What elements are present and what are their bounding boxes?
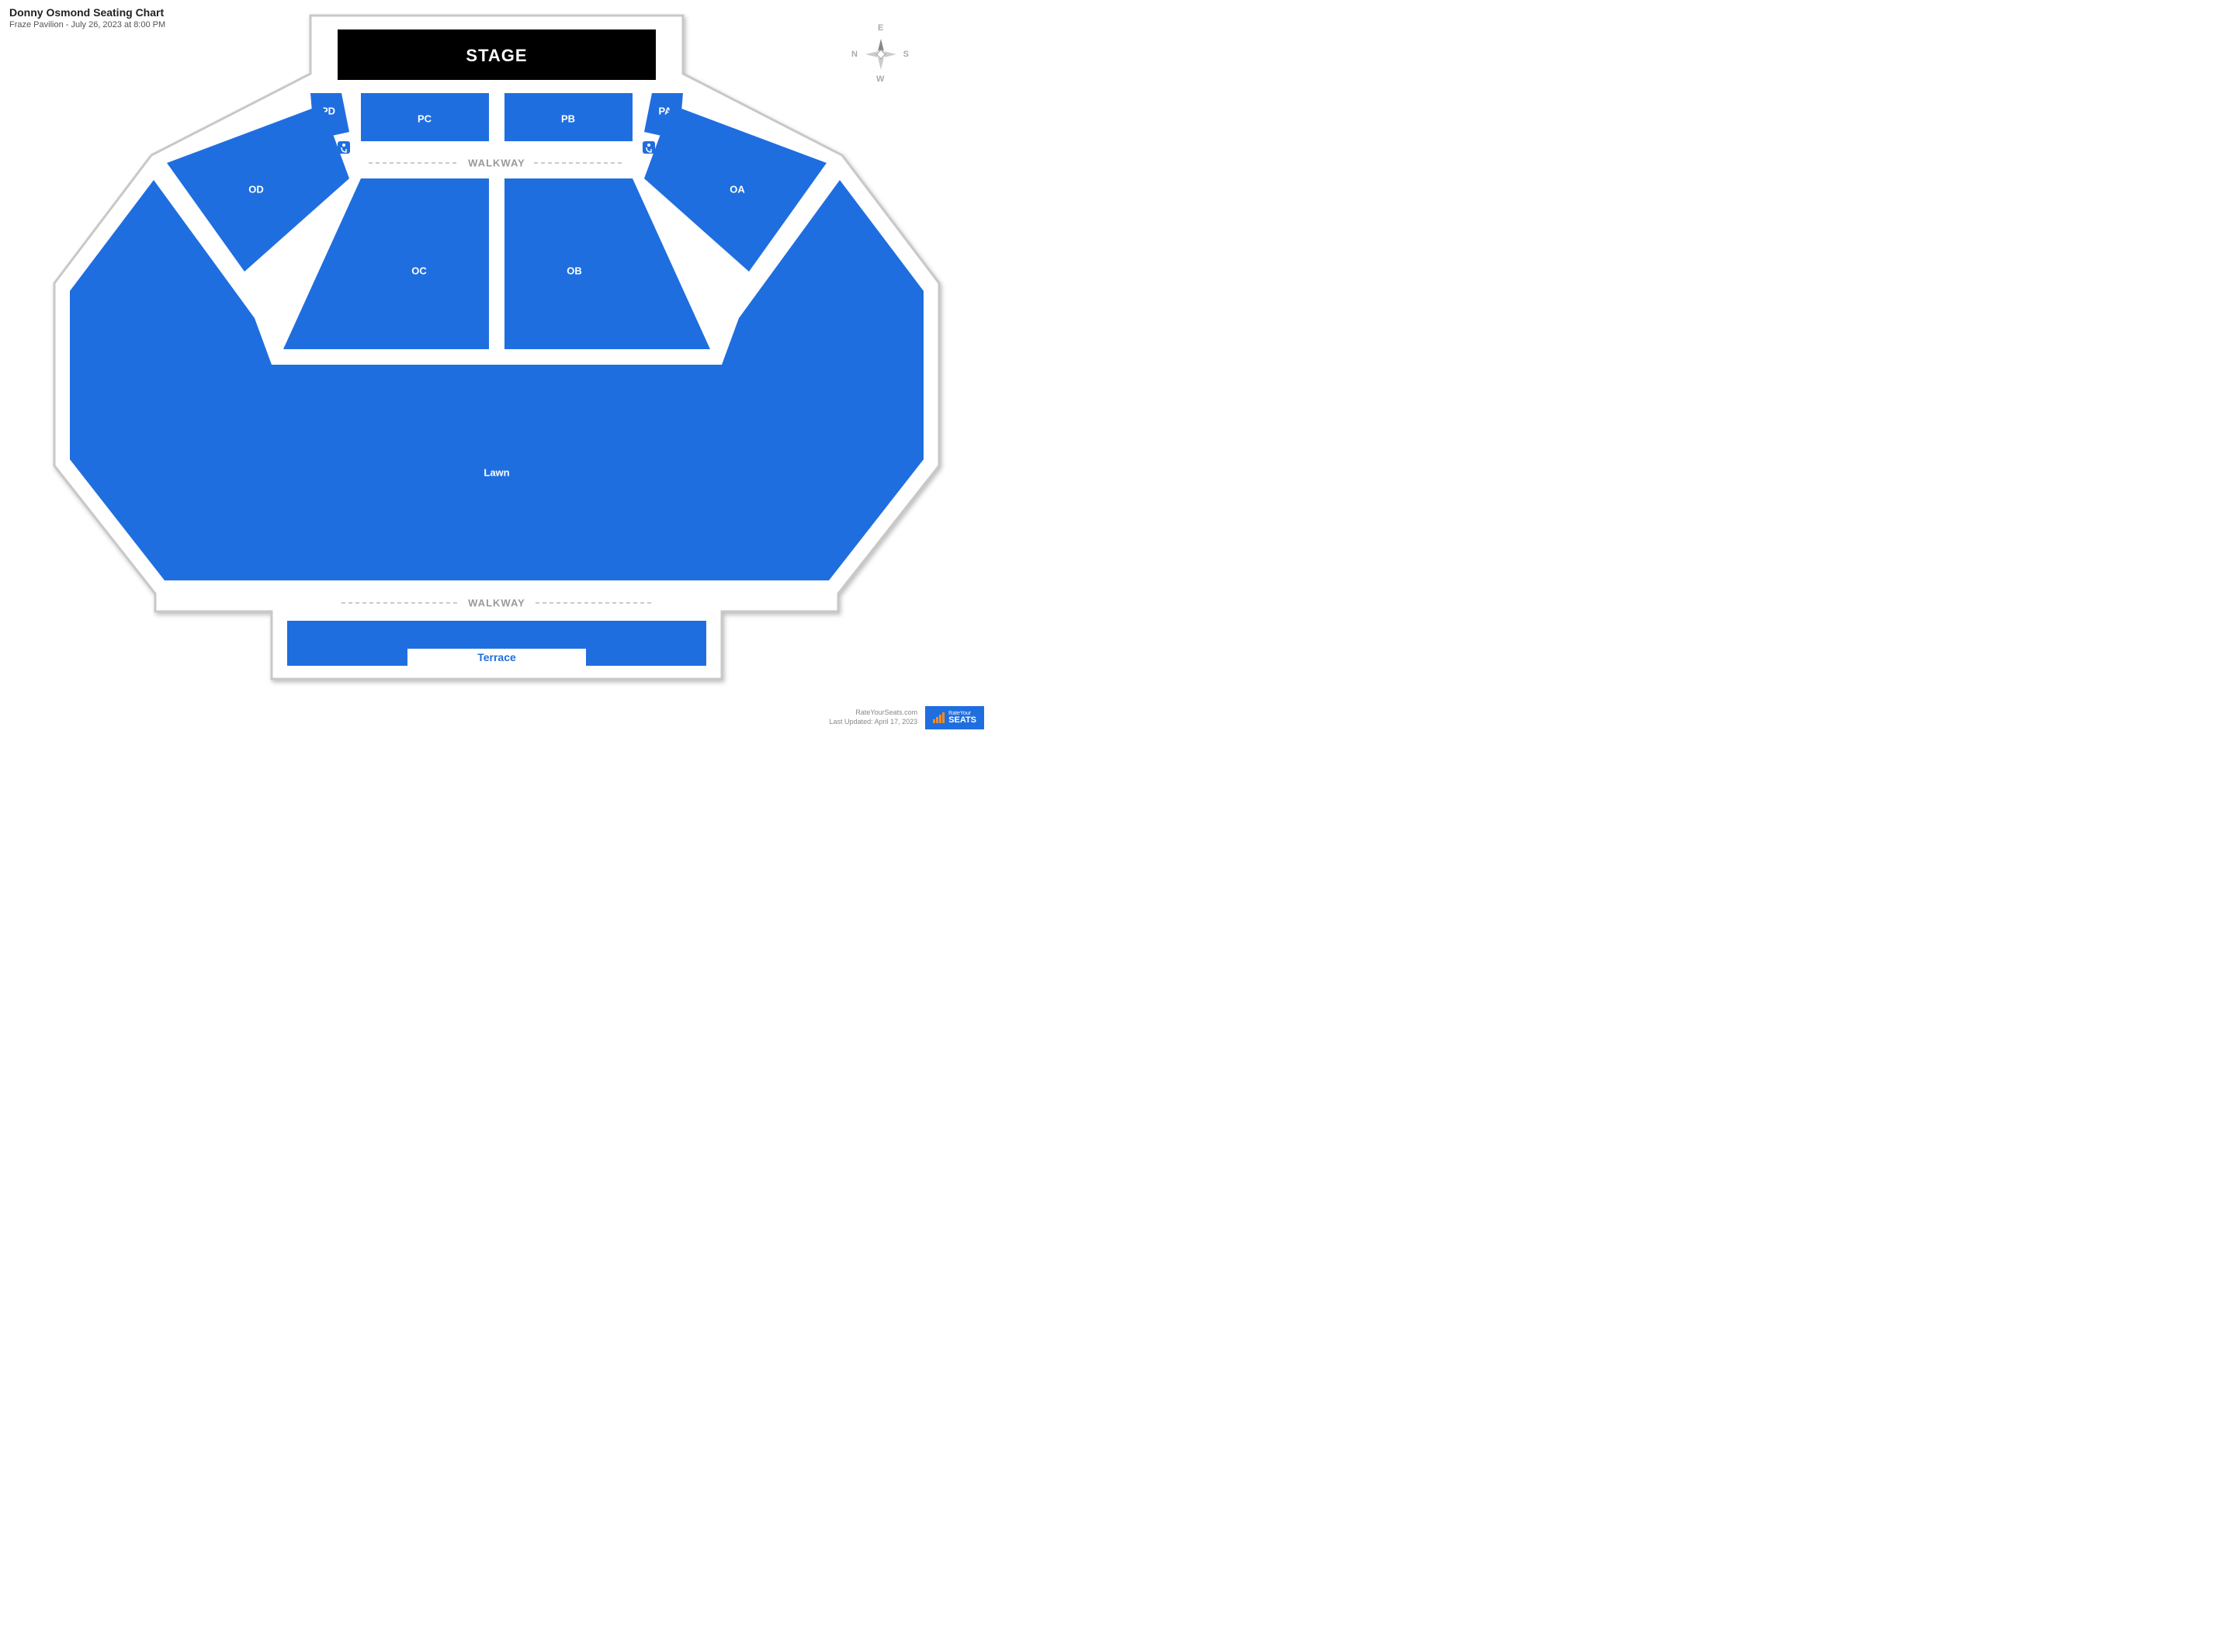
logo-text: RateYour SEATS [948,711,976,725]
footer-meta: RateYourSeats.com Last Updated: April 17… [830,708,918,726]
walkway-lower: WALKWAY [468,597,525,608]
section-pb[interactable] [504,93,633,141]
label-terrace: Terrace [477,651,516,663]
stage-label: STAGE [466,46,527,65]
footer: RateYourSeats.com Last Updated: April 17… [830,706,984,729]
seating-chart: STAGE PD PC PB PA WALKWAY OD OC OB OA La… [23,8,970,691]
footer-site: RateYourSeats.com [830,708,918,718]
seating-svg: STAGE PD PC PB PA WALKWAY OD OC OB OA La… [23,8,970,691]
footer-logo[interactable]: RateYour SEATS [925,706,984,729]
logo-bars-icon [933,712,945,723]
walkway-upper: WALKWAY [468,157,525,168]
section-pc[interactable] [361,93,489,141]
footer-updated: Last Updated: April 17, 2023 [830,718,918,727]
